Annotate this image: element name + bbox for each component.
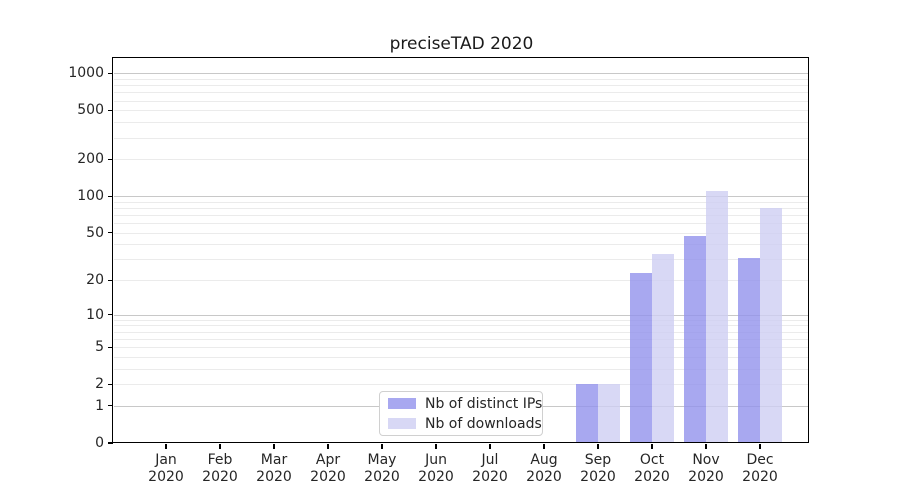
gridline-minor <box>114 100 809 102</box>
y-tick-mark <box>108 405 113 407</box>
x-tick-mark <box>219 443 221 449</box>
gridline-minor <box>114 214 809 216</box>
gridline-minor <box>114 259 809 261</box>
y-tick-mark <box>108 314 113 316</box>
y-tick-mark <box>108 72 113 74</box>
bar-downloads <box>652 254 674 443</box>
x-tick-mark <box>165 443 167 449</box>
gridline-minor <box>114 201 809 203</box>
gridline-minor <box>114 232 809 234</box>
y-tick-label: 200 <box>77 151 104 168</box>
legend-label-distinct-ips: Nb of distinct IPs <box>425 395 543 412</box>
chart-title: preciseTAD 2020 <box>389 34 534 54</box>
y-tick-mark <box>108 109 113 111</box>
gridline-minor <box>114 319 809 321</box>
x-tick-mark <box>705 443 707 449</box>
gridline-minor <box>114 85 809 87</box>
y-tick-mark <box>108 346 113 348</box>
legend: Nb of distinct IPs Nb of downloads <box>379 391 543 436</box>
bar-distinct-ips <box>738 257 760 443</box>
legend-entry-downloads: Nb of downloads <box>388 416 542 432</box>
y-tick-mark <box>108 383 113 385</box>
x-tick-mark <box>489 443 491 449</box>
x-tick-mark <box>759 443 761 449</box>
x-tick-mark <box>597 443 599 449</box>
y-tick-label: 5 <box>95 339 104 356</box>
gridline-major <box>114 73 809 75</box>
gridline-minor <box>114 244 809 246</box>
legend-label-downloads: Nb of downloads <box>425 415 542 432</box>
y-tick-label: 500 <box>77 102 104 119</box>
bar-downloads <box>598 384 620 443</box>
y-tick-label: 1000 <box>68 65 104 82</box>
bar-downloads <box>706 191 728 443</box>
gridline-minor <box>114 207 809 209</box>
x-tick-mark <box>651 443 653 449</box>
gridline-minor <box>114 159 809 161</box>
gridline-minor <box>114 79 809 80</box>
x-tick-label: Mar 2020 <box>256 452 292 485</box>
gridline-minor <box>114 325 809 327</box>
y-tick-label: 2 <box>95 376 104 393</box>
gridline-minor <box>114 347 809 349</box>
y-tick-mark <box>108 158 113 160</box>
gridline-minor <box>114 331 809 333</box>
bar-downloads <box>760 207 782 443</box>
x-tick-label: Sep 2020 <box>580 452 616 485</box>
x-tick-mark <box>327 443 329 449</box>
bar-distinct-ips <box>630 273 652 443</box>
gridline-major <box>114 314 809 316</box>
gridline-minor <box>114 122 809 124</box>
legend-swatch-distinct-ips-icon <box>388 398 416 409</box>
x-tick-label: Jan 2020 <box>148 452 184 485</box>
y-tick-mark <box>108 232 113 234</box>
x-tick-mark <box>543 443 545 449</box>
x-tick-label: Feb 2020 <box>202 452 238 485</box>
gridline-major <box>114 196 809 198</box>
gridline-minor <box>114 338 809 340</box>
x-tick-label: May 2020 <box>364 452 400 485</box>
gridline-minor <box>114 368 809 370</box>
gridline-minor <box>114 223 809 224</box>
x-tick-mark <box>435 443 437 449</box>
y-tick-label: 1 <box>95 397 104 414</box>
x-tick-mark <box>273 443 275 449</box>
legend-entry-distinct-ips: Nb of distinct IPs <box>388 396 542 412</box>
x-tick-label: Apr 2020 <box>310 452 346 485</box>
x-tick-label: Jul 2020 <box>472 452 508 485</box>
gridline-minor <box>114 280 809 282</box>
legend-swatch-downloads-icon <box>388 418 416 429</box>
x-tick-mark <box>381 443 383 449</box>
x-tick-label: Nov 2020 <box>688 452 724 485</box>
y-tick-label: 0 <box>95 435 104 451</box>
y-tick-label: 10 <box>86 306 104 323</box>
y-tick-mark <box>108 195 113 197</box>
gridline-minor <box>114 384 809 386</box>
bar-distinct-ips <box>684 235 706 443</box>
y-tick-mark <box>108 279 113 281</box>
y-tick-label: 50 <box>86 224 104 241</box>
y-tick-label: 100 <box>77 188 104 205</box>
gridline-minor <box>114 92 809 94</box>
x-tick-label: Dec 2020 <box>742 452 778 485</box>
y-tick-mark <box>108 442 113 444</box>
x-tick-label: Oct 2020 <box>634 452 670 485</box>
gridline-minor <box>114 110 809 112</box>
x-tick-label: Jun 2020 <box>418 452 454 485</box>
gridline-minor <box>114 137 809 139</box>
bar-distinct-ips <box>576 384 598 443</box>
x-tick-label: Aug 2020 <box>526 452 562 485</box>
gridline-minor <box>114 356 809 358</box>
y-tick-label: 20 <box>86 272 104 289</box>
